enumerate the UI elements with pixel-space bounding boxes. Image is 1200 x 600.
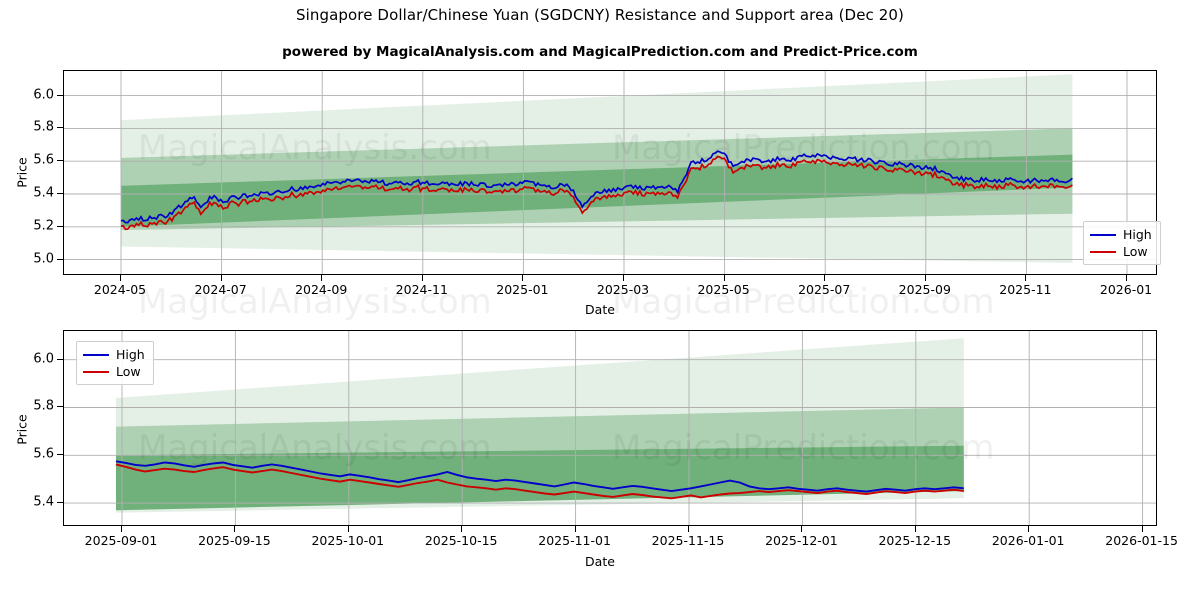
y-tick-mark [57,94,63,96]
x-tick-mark [1025,275,1027,281]
high-line-swatch [83,353,109,356]
x-tick-mark [421,275,423,281]
x-tick-label: 2026-01 [1099,282,1153,297]
lower-plot-area [63,330,1157,526]
x-tick-mark [1028,526,1030,532]
upper-x-axis-label: Date [585,302,615,317]
y-tick-label: 5.8 [33,398,54,414]
x-tick-mark [688,526,689,532]
x-tick-mark [723,275,725,281]
x-tick-mark [321,275,323,281]
y-tick-label: 5.6 [33,152,54,168]
y-tick-mark [57,160,63,162]
lower-chart-panel [63,330,1157,526]
y-tick-mark [57,502,63,504]
x-tick-label: 2025-09-15 [198,533,271,548]
x-tick-label: 2025-03 [596,282,650,297]
legend-entry-high: High [1090,226,1152,243]
y-tick-mark [57,225,63,227]
upper-chart-legend[interactable]: High Low [1083,221,1161,265]
upper-chart-panel [63,70,1157,275]
y-tick-mark [57,454,63,456]
x-tick-mark [1141,526,1143,532]
x-tick-label: 2025-09 [898,282,951,297]
legend-entry-high: High [83,346,145,363]
y-tick-label: 5.4 [33,185,54,201]
y-tick-label: 5.8 [33,119,54,135]
x-tick-label: 2025-11-01 [538,533,611,548]
x-tick-mark [220,275,222,281]
x-tick-label: 2025-12-01 [765,533,838,548]
y-tick-label: 6.0 [33,87,54,103]
x-tick-label: 2025-01 [496,282,549,297]
legend-entry-low: Low [1090,243,1152,260]
legend-label-low: Low [116,364,141,379]
x-tick-mark [522,275,524,281]
lower-chart-legend[interactable]: High Low [76,341,154,385]
legend-entry-low: Low [83,363,145,380]
upper-chart-svg [64,71,1156,274]
y-tick-mark [57,406,63,408]
x-tick-label: 2025-10-01 [311,533,385,548]
x-tick-mark [120,275,121,281]
x-tick-mark [914,526,916,532]
x-tick-mark [801,526,803,532]
y-tick-label: 5.2 [33,218,54,234]
upper-plot-area [63,70,1157,275]
legend-label-high: High [116,347,145,362]
x-tick-label: 2025-11-15 [651,533,725,548]
lower-x-axis-label: Date [585,554,615,569]
x-tick-label: 2025-05 [697,282,750,297]
x-tick-label: 2026-01-01 [991,533,1065,548]
x-tick-mark [347,526,349,532]
lower-chart-svg [64,331,1156,525]
y-tick-mark [57,193,63,194]
x-tick-mark [623,275,624,281]
page-title: Singapore Dollar/Chinese Yuan (SGDCNY) R… [295,6,904,24]
low-line-swatch [83,370,109,373]
x-tick-label: 2025-11 [999,282,1052,297]
x-tick-label: 2025-12-15 [878,533,952,548]
x-tick-label: 2024-11 [395,282,448,297]
x-tick-label: 2025-09-01 [84,533,158,548]
x-tick-label: 2024-09 [295,282,348,297]
x-tick-label: 2026-01-15 [1105,533,1178,548]
legend-label-low: Low [1123,244,1148,259]
y-tick-label: 5.6 [33,446,54,462]
y-tick-label: 6.0 [33,351,54,367]
y-tick-mark [57,358,63,360]
legend-label-high: High [1123,227,1152,242]
x-tick-mark [824,275,826,281]
x-tick-mark [121,526,122,532]
y-tick-mark [57,127,63,129]
lower-y-axis-label: Price [14,414,30,445]
page-subtitle: powered by MagicalAnalysis.com and Magic… [282,44,918,60]
x-tick-label: 2024-07 [194,282,247,297]
x-tick-mark [461,526,463,532]
high-line-swatch [1090,233,1116,236]
x-tick-mark [924,275,926,281]
x-tick-label: 2024-05 [93,282,147,297]
low-line-swatch [1090,250,1116,253]
y-tick-label: 5.4 [33,494,54,510]
x-tick-label: 2025-10-15 [424,533,498,548]
x-tick-label: 2025-07 [798,282,851,297]
y-tick-mark [57,258,63,260]
upper-y-axis-label: Price [14,157,30,188]
x-tick-mark [574,526,576,532]
x-tick-mark [234,526,236,532]
y-tick-label: 5.0 [33,251,54,267]
x-tick-mark [1126,275,1127,281]
